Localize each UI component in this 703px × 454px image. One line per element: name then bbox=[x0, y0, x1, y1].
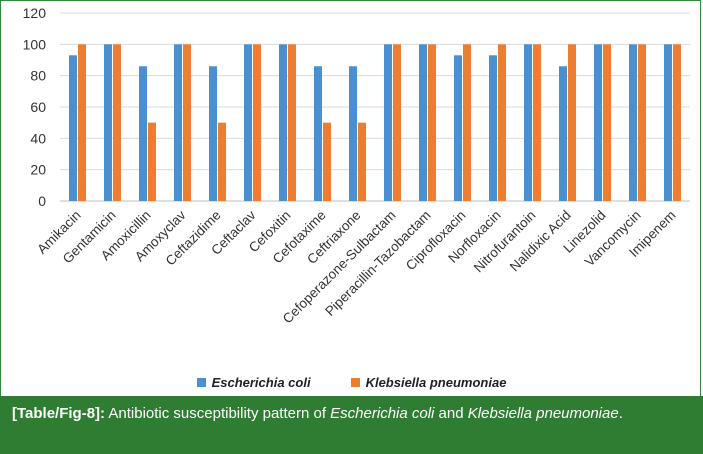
caption-text-1: Antibiotic susceptibility pattern of bbox=[105, 405, 331, 422]
caption-text-2: and bbox=[434, 405, 468, 422]
bar-series-1 bbox=[279, 44, 287, 202]
legend-label-series-1: Escherichia coli bbox=[211, 374, 311, 390]
caption-label: [Table/Fig-8]: bbox=[12, 405, 106, 422]
bar-series-1 bbox=[174, 44, 182, 202]
bar-series-1 bbox=[664, 44, 672, 202]
bar-series-1 bbox=[349, 66, 357, 202]
y-tick-label: 80 bbox=[30, 68, 46, 84]
caption-species-1: Escherichia coli bbox=[330, 405, 435, 422]
bar-series-2 bbox=[603, 44, 611, 202]
bar-series-2 bbox=[393, 44, 401, 202]
bar-series-2 bbox=[568, 44, 576, 202]
bar-series-1 bbox=[104, 44, 112, 202]
legend-swatch-series-1 bbox=[196, 377, 206, 387]
bar-series-2 bbox=[113, 44, 121, 202]
y-tick-label: 20 bbox=[30, 162, 46, 178]
caption-species-2: Klebsiella pneumoniae bbox=[467, 405, 619, 422]
bar-series-2 bbox=[638, 44, 646, 202]
bar-series-1 bbox=[139, 66, 147, 202]
y-tick-label: 40 bbox=[30, 130, 46, 146]
legend-label-series-2: Klebsiella pneumoniae bbox=[365, 374, 507, 390]
y-tick-label: 100 bbox=[23, 36, 47, 52]
y-tick-label: 120 bbox=[23, 5, 47, 21]
bars bbox=[69, 44, 681, 202]
bar-series-2 bbox=[148, 122, 156, 201]
figure-caption: [Table/Fig-8]: Antibiotic susceptibility… bbox=[0, 396, 703, 454]
bar-series-1 bbox=[594, 44, 602, 202]
x-axis-ticks: AmikacinGentamicinAmoxicillinAmoxyclavCe… bbox=[34, 207, 678, 326]
legend-entry-series-2: Klebsiella pneumoniae bbox=[350, 374, 507, 390]
bar-series-1 bbox=[384, 44, 392, 202]
bar-series-2 bbox=[78, 44, 86, 202]
legend: Escherichia coli Klebsiella pneumoniae bbox=[0, 372, 703, 392]
gridlines bbox=[60, 12, 690, 202]
caption-text-3: . bbox=[618, 405, 623, 422]
legend-swatch-series-2 bbox=[350, 377, 360, 387]
bar-series-1 bbox=[419, 44, 427, 202]
bar-series-1 bbox=[489, 55, 497, 201]
bar-series-1 bbox=[559, 66, 567, 202]
bar-series-2 bbox=[323, 122, 331, 201]
bar-series-2 bbox=[428, 44, 436, 202]
bar-series-1 bbox=[69, 55, 77, 201]
bar-chart: 0 20 40 60 80 100 120 AmikacinGentamicinAmoxic… bbox=[23, 5, 690, 326]
bar-series-1 bbox=[629, 44, 637, 202]
y-tick-label: 0 bbox=[38, 193, 46, 209]
y-axis-ticks: 0 20 40 60 80 100 120 bbox=[23, 5, 47, 209]
bar-series-2 bbox=[358, 122, 366, 201]
bar-series-2 bbox=[463, 44, 471, 202]
bar-series-1 bbox=[454, 55, 462, 201]
bar-series-1 bbox=[524, 44, 532, 202]
bar-series-2 bbox=[498, 44, 506, 202]
bar-series-1 bbox=[209, 66, 217, 202]
y-tick-label: 60 bbox=[30, 99, 46, 115]
bar-series-2 bbox=[183, 44, 191, 202]
bar-series-2 bbox=[253, 44, 261, 202]
bar-series-2 bbox=[533, 44, 541, 202]
legend-entry-series-1: Escherichia coli bbox=[196, 374, 311, 390]
bar-series-2 bbox=[218, 122, 226, 201]
bar-series-2 bbox=[288, 44, 296, 202]
bar-series-2 bbox=[673, 44, 681, 202]
bar-series-1 bbox=[314, 66, 322, 202]
bar-series-1 bbox=[244, 44, 252, 202]
